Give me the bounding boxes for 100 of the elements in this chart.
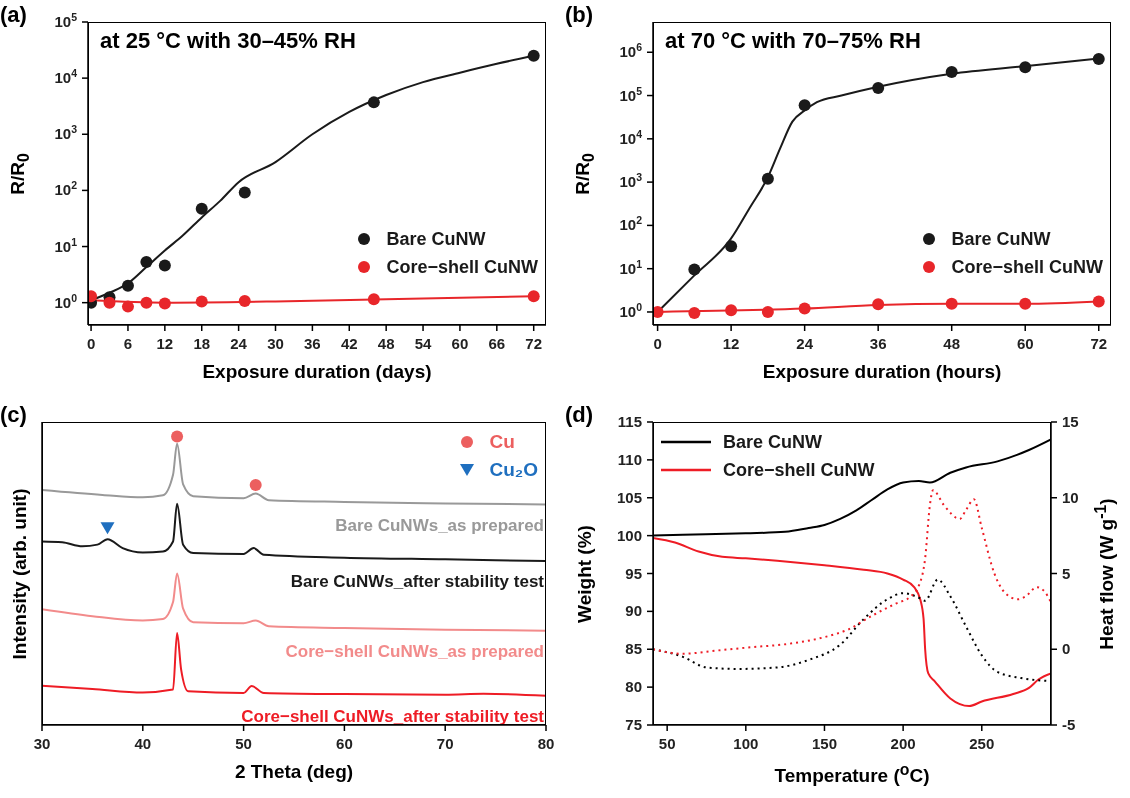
point	[367, 96, 380, 109]
y2-tick-label: 15	[1062, 413, 1079, 430]
y-tick-label: 95	[625, 564, 642, 582]
point	[140, 256, 153, 269]
legend-label: Core−shell CuNW	[723, 459, 875, 481]
x-tick-label: 80	[537, 735, 555, 752]
x-tick-label: 36	[869, 335, 887, 352]
y-axis-title: Intensity (arb. unit)	[9, 488, 31, 659]
x-tick-label: 200	[890, 735, 916, 752]
x-tick-label: 12	[156, 335, 174, 352]
x-tick-label: 6	[123, 335, 133, 352]
point	[527, 49, 540, 62]
legend-label: Bare CuNW	[723, 431, 823, 453]
x-axis-title: Temperature ($^{o}$C)	[774, 761, 930, 788]
y-tick-label: 10$^{5}$	[54, 11, 78, 30]
y-tick-label: 85	[625, 640, 642, 658]
y-tick-label: 105	[616, 488, 642, 506]
y-tick-label: 10$^{6}$	[619, 41, 643, 61]
point	[238, 295, 251, 308]
legend-label: Cu₂O	[489, 459, 538, 481]
y-tick-label: 100	[616, 526, 642, 544]
legend-label: Core−shell CuNW	[386, 256, 538, 278]
y-tick-label: 90	[625, 602, 642, 620]
y-tick-label: 10$^{0}$	[54, 291, 78, 311]
y-tick-label: 75	[625, 716, 642, 733]
x-axis-title: Exposure duration (days)	[202, 361, 432, 383]
point	[121, 300, 134, 313]
point	[945, 297, 958, 310]
x-axis-title: 2 Theta (deg)	[234, 761, 354, 783]
x-tick-label: 36	[304, 335, 321, 352]
x-axis-title: Exposure duration (hours)	[762, 361, 1002, 383]
point	[872, 81, 885, 94]
y2-tick-label: 10	[1062, 488, 1079, 506]
x-tick-label: 60	[451, 335, 469, 352]
legend-label: Core−shell CuNW	[951, 256, 1103, 278]
point	[158, 297, 171, 310]
legend-label: Cu	[489, 431, 515, 453]
series-label: Core−shell CuNWs_as prepared	[285, 641, 544, 661]
y-tick-label: 10$^{2}$	[619, 214, 643, 234]
point	[367, 293, 380, 306]
chart-title: (a)	[0, 2, 27, 28]
point	[725, 240, 738, 253]
legend-label: Bare CuNW	[386, 228, 486, 250]
x-tick-label: 30	[267, 335, 284, 352]
x-tick-label: 30	[33, 735, 51, 752]
y-tick-label: 10$^{4}$	[619, 127, 643, 147]
point	[725, 304, 738, 317]
x-tick-label: 0	[86, 335, 96, 352]
legend-label: Bare CuNW	[951, 228, 1051, 250]
x-tick-label: 24	[796, 335, 814, 352]
point	[140, 296, 153, 309]
x-tick-label: 50	[658, 735, 676, 752]
annotation: at 70 °C with 70–75% RH	[665, 28, 921, 54]
point	[121, 279, 134, 292]
x-tick-label: 0	[653, 335, 662, 352]
point	[527, 290, 540, 303]
y-tick-label: 10$^{1}$	[54, 235, 78, 255]
x-tick-label: 60	[1016, 335, 1034, 352]
x-tick-label: 40	[134, 735, 152, 752]
y-tick-label: 10$^{5}$	[619, 84, 643, 104]
point	[195, 295, 208, 308]
point	[653, 305, 664, 318]
point	[1092, 52, 1105, 65]
point	[798, 99, 811, 112]
point	[1019, 61, 1032, 74]
y2-tick-label: -5	[1062, 716, 1076, 733]
chart-title: (d)	[565, 402, 594, 428]
y-tick-label: 80	[625, 678, 642, 696]
x-tick-label: 70	[436, 735, 454, 752]
x-tick-label: 150	[811, 735, 837, 752]
point	[1092, 295, 1105, 308]
series-label: Bare CuNWs_after stability test	[290, 572, 545, 592]
chart-title: (b)	[565, 2, 594, 28]
x-tick-label: 12	[722, 335, 740, 352]
x-tick-label: 72	[525, 335, 543, 352]
y-tick-label: 10$^{3}$	[619, 171, 643, 191]
series-label: Core−shell CuNWs_after stability test	[241, 706, 545, 726]
point	[872, 298, 885, 311]
annotation: at 25 °C with 30–45% RH	[100, 28, 356, 54]
x-tick-label: 48	[377, 335, 395, 352]
y-tick-label: 115	[617, 413, 642, 430]
point	[195, 202, 208, 215]
y-tick-label: 10$^{2}$	[54, 179, 78, 199]
point	[798, 302, 811, 315]
x-tick-label: 100	[733, 735, 759, 752]
y-tick-label: 10$^{3}$	[54, 123, 78, 143]
point	[103, 296, 116, 309]
x-tick-label: 66	[488, 335, 506, 352]
series-label: Bare CuNWs_as prepared	[335, 515, 544, 535]
x-tick-label: 42	[340, 335, 358, 352]
x-tick-label: 18	[193, 335, 211, 352]
x-tick-label: 60	[336, 735, 353, 752]
point	[238, 186, 251, 199]
x-tick-label: 24	[230, 335, 248, 352]
x-tick-label: 50	[235, 735, 252, 752]
y-tick-label: 10$^{0}$	[619, 300, 643, 320]
point	[688, 263, 701, 276]
y-axis-title: Weight (%)	[574, 524, 596, 623]
point	[158, 259, 171, 272]
point	[761, 305, 774, 318]
